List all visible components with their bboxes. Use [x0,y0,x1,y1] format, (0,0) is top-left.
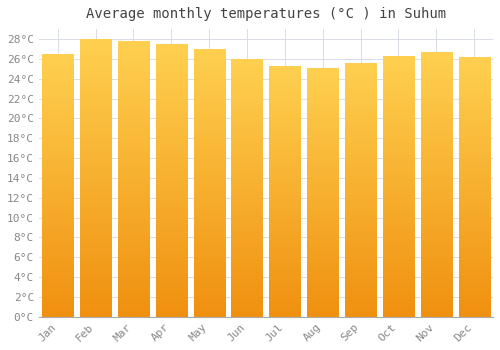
Title: Average monthly temperatures (°C ) in Suhum: Average monthly temperatures (°C ) in Su… [86,7,446,21]
